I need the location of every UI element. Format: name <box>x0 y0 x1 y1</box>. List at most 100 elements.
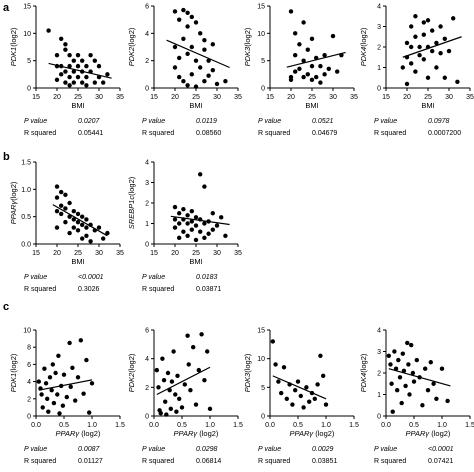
r-squared-label: R squared <box>374 458 406 465</box>
y-axis-title-gene: PDK4 <box>359 373 368 393</box>
data-point <box>42 366 47 371</box>
data-point <box>46 409 51 414</box>
x-tick-label: 25 <box>74 94 82 101</box>
y-axis-title-unit: (log2) <box>9 181 18 201</box>
y-tick-label: 3 <box>377 349 381 356</box>
x-tick-label: 20 <box>53 250 61 257</box>
x-axis-title: BMI <box>421 101 434 110</box>
data-point <box>414 357 419 363</box>
y-tick-label: 6 <box>145 328 149 335</box>
data-point <box>71 69 77 74</box>
data-point <box>185 10 190 16</box>
y-tick-label: 4 <box>27 379 31 386</box>
data-point <box>54 195 60 200</box>
regression-line <box>48 62 112 79</box>
data-point <box>281 365 287 370</box>
data-point <box>270 339 275 344</box>
x-tick-label: 35 <box>116 94 124 101</box>
x-tick-label: 1.0 <box>437 422 447 429</box>
data-point <box>179 405 185 410</box>
x-tick-label: 25 <box>192 94 200 101</box>
y-tick-label: 10 <box>257 356 265 363</box>
data-point <box>80 80 85 85</box>
data-point <box>172 44 178 50</box>
p-value: <0.0001 <box>428 446 454 453</box>
data-point <box>105 72 110 77</box>
x-axis-title-gene: PPARγ <box>56 429 81 438</box>
x-axis-title-unit: (log2) <box>313 429 335 438</box>
data-point <box>59 189 64 195</box>
data-point <box>210 227 215 232</box>
data-point <box>71 217 77 222</box>
data-point <box>425 75 431 80</box>
data-point <box>63 192 68 197</box>
r-squared-value: 0.0007200 <box>428 130 461 137</box>
data-point <box>288 9 294 14</box>
data-point <box>185 333 190 338</box>
data-point <box>409 61 414 66</box>
regression-line <box>156 366 211 396</box>
data-point <box>96 63 102 69</box>
data-point <box>171 349 176 354</box>
y-tick-label: 5 <box>261 58 265 65</box>
y-tick-label: 2 <box>145 58 149 65</box>
x-axis-title: PPARγ (log2) <box>56 429 101 438</box>
y-axis-title-unit: (log2) <box>9 353 18 373</box>
data-point <box>39 392 44 397</box>
data-point <box>210 211 215 216</box>
x-tick-label: 0.5 <box>293 422 303 429</box>
data-point <box>73 398 78 403</box>
y-tick-label: 3 <box>377 24 381 31</box>
x-tick-label: 25 <box>74 250 82 257</box>
data-point <box>53 370 58 376</box>
x-tick-label: 15 <box>150 94 158 101</box>
data-point <box>84 217 89 222</box>
data-point <box>80 222 85 228</box>
x-tick-label: 1.5 <box>115 422 125 429</box>
y-axis-title-gene: PDK3 <box>243 46 252 66</box>
data-point <box>84 63 89 69</box>
data-point <box>395 388 400 393</box>
r-squared-value: 0.3026 <box>78 286 100 293</box>
y-tick-label: 15 <box>257 4 265 11</box>
data-point <box>84 357 89 363</box>
data-point <box>219 215 224 220</box>
data-point <box>392 349 397 354</box>
data-point <box>301 405 306 410</box>
data-point <box>49 388 54 393</box>
y-tick-label: 0 <box>145 86 149 93</box>
y-axis-title: PDK2(log2) <box>127 353 136 392</box>
regression-line <box>388 368 451 387</box>
data-point <box>63 206 68 211</box>
data-point <box>88 239 93 244</box>
data-point <box>189 227 194 232</box>
data-point <box>57 411 62 416</box>
data-point <box>92 58 98 63</box>
data-point <box>67 63 72 69</box>
y-axis-title: PDK1(log2) <box>9 353 18 392</box>
p-value-label: P value <box>142 446 165 453</box>
data-point <box>335 69 340 74</box>
x-tick-label: 20 <box>171 250 179 257</box>
data-point <box>442 36 447 41</box>
y-tick-label: 15 <box>23 4 31 11</box>
data-point <box>156 385 161 390</box>
data-point <box>389 381 394 386</box>
data-point <box>439 366 445 371</box>
data-point <box>80 236 85 241</box>
data-point <box>68 384 73 389</box>
data-point <box>206 58 211 63</box>
data-point <box>420 403 425 408</box>
y-axis-title-unit: (log2) <box>243 353 252 373</box>
y-axis-title: SREBP1c(log2) <box>127 176 136 229</box>
y-tick-label: 10 <box>23 328 31 335</box>
data-point <box>71 209 77 214</box>
data-point <box>309 36 315 41</box>
data-point <box>105 230 110 236</box>
data-point <box>410 370 416 376</box>
x-axis-title: BMI <box>71 257 84 266</box>
data-point <box>67 53 72 58</box>
x-tick-label: 0.5 <box>409 422 419 429</box>
data-point <box>161 377 167 383</box>
data-point <box>405 340 410 346</box>
